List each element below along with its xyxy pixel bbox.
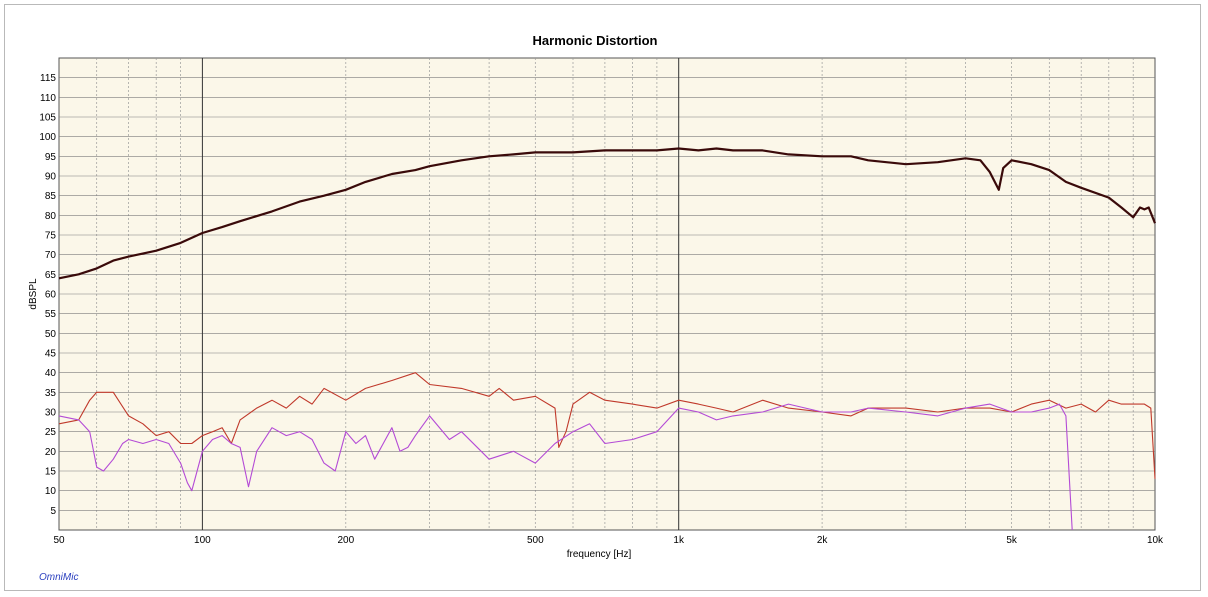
y-tick-label: 75 — [45, 231, 57, 242]
y-tick-label: 10 — [45, 486, 57, 497]
y-tick-label: 50 — [45, 329, 57, 340]
x-tick-labels: 50 100 200 500 1k 2k 5k 10k — [53, 535, 1164, 546]
y-tick-label: 80 — [45, 211, 57, 222]
y-tick-label: 15 — [45, 467, 57, 478]
x-tick-label: 200 — [337, 535, 354, 546]
series-layer — [58, 147, 1157, 531]
x-tick-label: 10k — [1147, 535, 1164, 546]
y-tick-label: 85 — [45, 191, 57, 202]
series-line-2 — [58, 372, 1156, 479]
series-line-1 — [58, 147, 1157, 280]
y-tick-label: 60 — [45, 290, 57, 301]
x-tick-label: 100 — [194, 535, 211, 546]
y-tick-label: 5 — [50, 506, 56, 517]
x-tick-label: 1k — [673, 535, 685, 546]
harmonic-distortion-chart: 50 100 200 500 1k 2k 5k 10k 5 10 15 20 25 30 35 40 45 50… — [28, 33, 1164, 560]
y-tick-label: 25 — [45, 427, 57, 438]
y-tick-label: 90 — [45, 172, 57, 183]
x-tick-label: 500 — [527, 535, 544, 546]
series-line-3 — [58, 403, 1073, 531]
y-tick-label: 40 — [45, 368, 57, 379]
chart-frame: 50 100 200 500 1k 2k 5k 10k 5 10 15 20 25 30 35 40 45 50… — [4, 4, 1201, 591]
minor-grid — [59, 58, 1155, 530]
y-tick-labels: 5 10 15 20 25 30 35 40 45 50 55 60 65 70 75 80 85 90 95 100… — [39, 73, 56, 517]
y-tick-label: 105 — [39, 113, 56, 124]
y-tick-label: 35 — [45, 388, 57, 399]
x-tick-label: 50 — [53, 535, 65, 546]
y-tick-label: 55 — [45, 309, 57, 320]
y-tick-label: 65 — [45, 270, 57, 281]
y-tick-label: 20 — [45, 447, 57, 458]
y-tick-label: 110 — [40, 93, 56, 104]
x-tick-label: 5k — [1006, 535, 1018, 546]
y-tick-label: 100 — [39, 132, 56, 143]
y-tick-label: 45 — [45, 349, 57, 360]
y-tick-label: 70 — [45, 250, 57, 261]
x-tick-label: 2k — [817, 535, 829, 546]
y-axis-label: dBSPL — [28, 278, 39, 310]
y-tick-label: 115 — [40, 73, 56, 84]
x-axis-label: frequency [Hz] — [567, 549, 632, 560]
chart-title: Harmonic Distortion — [533, 33, 658, 48]
y-tick-label: 30 — [45, 408, 57, 419]
omnimic-brand-label: OmniMic — [39, 572, 79, 583]
y-tick-label: 95 — [45, 152, 57, 163]
